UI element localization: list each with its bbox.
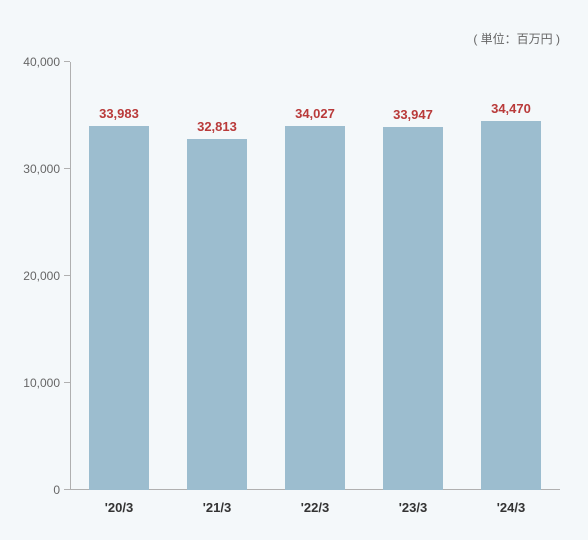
bar: 32,813 <box>187 139 248 490</box>
bar: 33,947 <box>383 127 444 490</box>
unit-label: ( 単位：百万円 ) <box>473 30 560 47</box>
bar-value-label: 34,027 <box>285 106 346 121</box>
y-tick-label: 20,000 <box>23 269 70 283</box>
x-axis-label: '22/3 <box>301 490 329 515</box>
bar: 34,027 <box>285 126 346 490</box>
chart-container: ( 単位：百万円 ) 33,983 32,813 34,027 33,947 34,47… <box>0 0 588 540</box>
x-axis-label: '24/3 <box>497 490 525 515</box>
x-axis-label: '23/3 <box>399 490 427 515</box>
bar: 34,470 <box>481 121 542 490</box>
bars-group: 33,983 32,813 34,027 33,947 34,470 <box>70 62 560 490</box>
y-tick-label: 0 <box>53 483 70 497</box>
y-tick-label: 30,000 <box>23 162 70 176</box>
y-tick-label: 10,000 <box>23 376 70 390</box>
x-axis-label: '21/3 <box>203 490 231 515</box>
bar: 33,983 <box>89 126 150 490</box>
bar-value-label: 33,947 <box>383 107 444 122</box>
plot-area: 33,98332,81334,02733,94734,470 010,00020… <box>70 62 560 490</box>
x-axis-label: '20/3 <box>105 490 133 515</box>
bar-value-label: 33,983 <box>89 106 150 121</box>
bar-value-label: 32,813 <box>187 119 248 134</box>
y-tick-label: 40,000 <box>23 55 70 69</box>
bar-value-label: 34,470 <box>481 101 542 116</box>
